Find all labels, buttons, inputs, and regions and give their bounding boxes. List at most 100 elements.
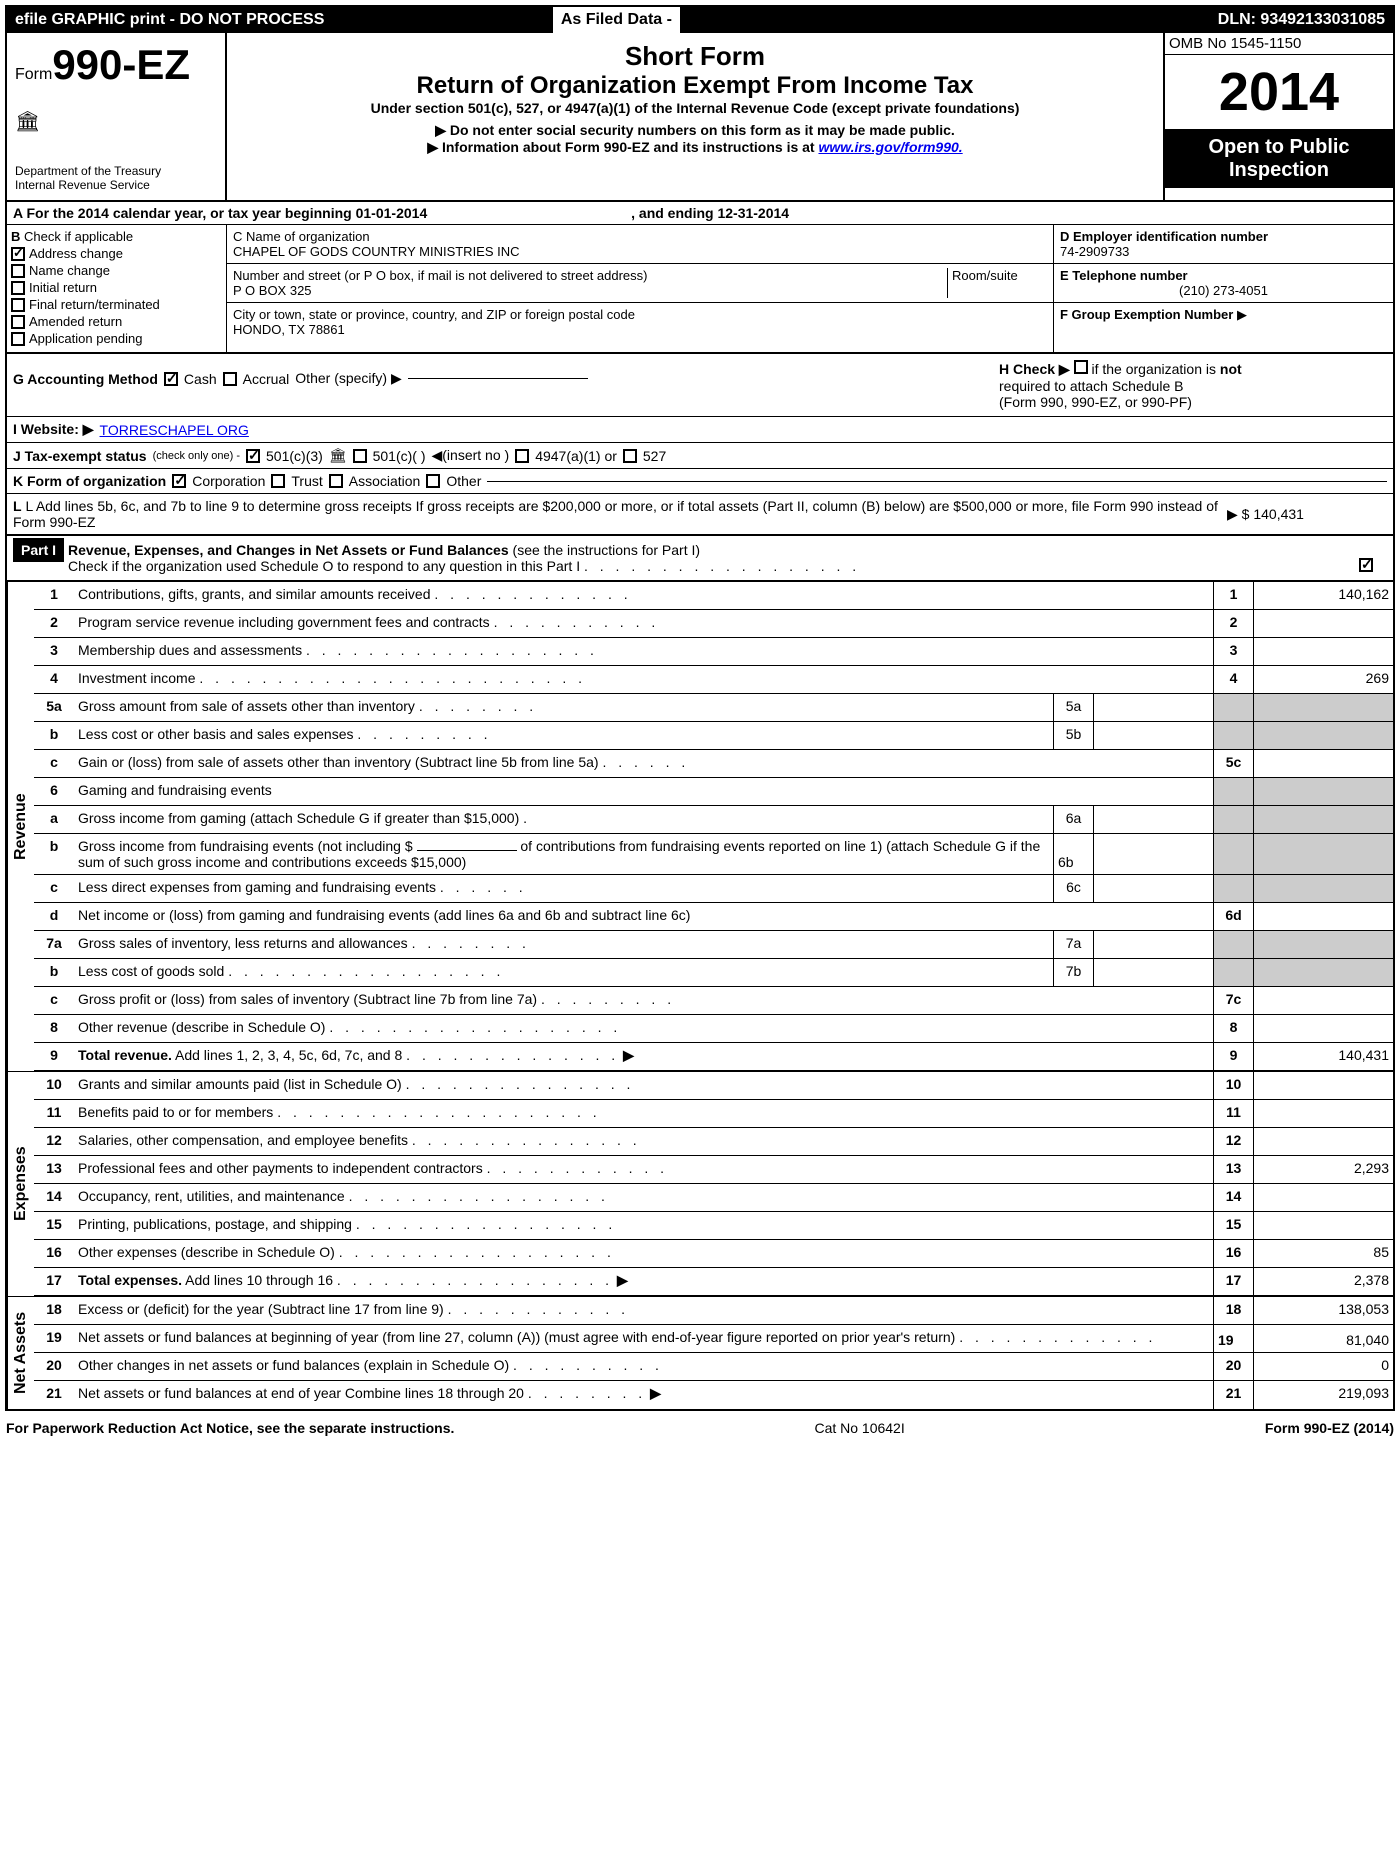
cb-initial[interactable]: Initial return (11, 280, 222, 295)
expenses-section: Expenses 10 Grants and similar amounts p… (7, 1071, 1393, 1296)
b-label: B (11, 229, 20, 244)
checkbox-icon (11, 332, 25, 346)
b-text: Check if applicable (24, 229, 133, 244)
note-pre: ▶ Information about Form 990-EZ and its … (427, 139, 818, 155)
line-17: 17 Total expenses. Add lines 10 through … (34, 1268, 1393, 1296)
line-9: 9 Total revenue. Add lines 1, 2, 3, 4, 5… (34, 1043, 1393, 1071)
form-container: efile GRAPHIC print - DO NOT PROCESS As … (5, 5, 1395, 1411)
website-link[interactable]: TORRESCHAPEL ORG (100, 422, 249, 438)
line-11: 11 Benefits paid to or for members . . .… (34, 1100, 1393, 1128)
line-l: L L Add lines 5b, 6c, and 7b to line 9 t… (7, 494, 1393, 536)
c-value: CHAPEL OF GODS COUNTRY MINISTRIES INC (233, 244, 1047, 259)
line-7a: 7a Gross sales of inventory, less return… (34, 931, 1393, 959)
line-6c: c Less direct expenses from gaming and f… (34, 875, 1393, 903)
netassets-label: Net Assets (7, 1297, 34, 1409)
netassets-section: Net Assets 18 Excess or (deficit) for th… (7, 1296, 1393, 1409)
line-a-ending: , and ending 12-31-2014 (631, 205, 789, 221)
cb-527[interactable] (623, 449, 637, 463)
e-label: E Telephone number (1060, 268, 1188, 283)
section-c: C Name of organization CHAPEL OF GODS CO… (227, 225, 1053, 352)
section-g-h: G Accounting Method Cash Accrual Other (… (7, 354, 1393, 417)
cb-other[interactable] (426, 474, 440, 488)
line-14: 14 Occupancy, rent, utilities, and maint… (34, 1184, 1393, 1212)
note-ssn: ▶ Do not enter social security numbers o… (235, 122, 1155, 139)
top-bar-left: efile GRAPHIC print - DO NOT PROCESS (7, 7, 553, 33)
cb-final[interactable]: Final return/terminated (11, 297, 222, 312)
open-line1: Open to Public (1171, 136, 1387, 159)
section-def: D Employer identification number 74-2909… (1053, 225, 1393, 352)
city-value: HONDO, TX 78861 (233, 322, 1047, 337)
line-19: 19 Net assets or fund balances at beginn… (34, 1325, 1393, 1353)
line-6d: d Net income or (loss) from gaming and f… (34, 903, 1393, 931)
cb-trust[interactable] (271, 474, 285, 488)
tax-year: 2014 (1165, 55, 1393, 130)
line-10: 10 Grants and similar amounts paid (list… (34, 1072, 1393, 1100)
cb-amended[interactable]: Amended return (11, 314, 222, 329)
return-title: Return of Organization Exempt From Incom… (235, 72, 1155, 100)
cb-name-change[interactable]: Name change (11, 263, 222, 278)
cb-sched-o[interactable] (1359, 558, 1373, 572)
dln: DLN: 93492133031085 (1210, 7, 1393, 33)
cb-address-change[interactable]: Address change (11, 246, 222, 261)
l-text: L Add lines 5b, 6c, and 7b to line 9 to … (13, 498, 1218, 530)
open-line2: Inspection (1171, 159, 1387, 182)
cb-4947[interactable] (515, 449, 529, 463)
top-bar-mid: As Filed Data - (553, 7, 680, 33)
line-15: 15 Printing, publications, postage, and … (34, 1212, 1393, 1240)
cb-501c3[interactable] (246, 449, 260, 463)
j-label: J Tax-exempt status (13, 448, 147, 464)
irs-link[interactable]: www.irs.gov/form990. (818, 139, 962, 155)
revenue-section: Revenue 1 Contributions, gifts, grants, … (7, 582, 1393, 1071)
open-public: Open to Public Inspection (1165, 130, 1393, 188)
cb-h[interactable] (1074, 360, 1088, 374)
line-3: 3 Membership dues and assessments . . . … (34, 638, 1393, 666)
cb-pending[interactable]: Application pending (11, 331, 222, 346)
phone-box: E Telephone number (210) 273-4051 (1054, 264, 1393, 303)
note-info: ▶ Information about Form 990-EZ and its … (235, 139, 1155, 156)
checkbox-icon (11, 298, 25, 312)
cb-assoc[interactable] (329, 474, 343, 488)
line-4: 4 Investment income . . . . . . . . . . … (34, 666, 1393, 694)
top-bar: efile GRAPHIC print - DO NOT PROCESS As … (7, 7, 1393, 33)
line-2: 2 Program service revenue including gove… (34, 610, 1393, 638)
g-label: G Accounting Method (13, 371, 158, 387)
group-exempt-box: F Group Exemption Number ▶ (1054, 303, 1393, 327)
cb-cash[interactable] (164, 372, 178, 386)
part1-label: Part I (13, 538, 64, 562)
line-j: J Tax-exempt status(check only one) - 50… (7, 443, 1393, 469)
irs: Internal Revenue Service (15, 178, 217, 192)
f-label: F Group Exemption Number (1060, 307, 1233, 322)
line-6a: a Gross income from gaming (attach Sched… (34, 806, 1393, 834)
ein-box: D Employer identification number 74-2909… (1054, 225, 1393, 264)
i-label: I Website: ▶ (13, 421, 94, 438)
line-12: 12 Salaries, other compensation, and emp… (34, 1128, 1393, 1156)
header-right: OMB No 1545-1150 2014 Open to Public Ins… (1163, 33, 1393, 200)
line-20: 20 Other changes in net assets or fund b… (34, 1353, 1393, 1381)
room-label: Room/suite (947, 268, 1047, 298)
line-a-text: A For the 2014 calendar year, or tax yea… (13, 205, 427, 221)
line-1: 1 Contributions, gifts, grants, and simi… (34, 582, 1393, 610)
irs-logo-icon: 🏛 (15, 109, 217, 134)
part1-check: Check if the organization used Schedule … (68, 558, 580, 574)
cb-corp[interactable] (172, 474, 186, 488)
header-left: Form990-EZ 🏛 Department of the Treasury … (7, 33, 227, 200)
info-section: B Check if applicable Address change Nam… (7, 225, 1393, 354)
subtitle: Under section 501(c), 527, or 4947(a)(1)… (235, 100, 1155, 116)
line-6: 6 Gaming and fundraising events (34, 778, 1393, 806)
footer-right: Form 990-EZ (2014) (1265, 1420, 1394, 1436)
line-k: K Form of organization Corporation Trust… (7, 469, 1393, 494)
part1-title: Revenue, Expenses, and Changes in Net As… (68, 542, 509, 558)
dept-treasury: Department of the Treasury (15, 164, 217, 178)
cb-501c[interactable] (353, 449, 367, 463)
line-13: 13 Professional fees and other payments … (34, 1156, 1393, 1184)
section-b: B Check if applicable Address change Nam… (7, 225, 227, 352)
short-form-title: Short Form (235, 41, 1155, 72)
line-g: G Accounting Method Cash Accrual Other (… (13, 362, 987, 395)
k-label: K Form of organization (13, 473, 166, 489)
line-h: H Check ▶ if the organization is not req… (993, 354, 1393, 416)
e-value: (210) 273-4051 (1060, 283, 1387, 298)
cb-accrual[interactable] (223, 372, 237, 386)
h-check: H Check ▶ (999, 361, 1070, 377)
line-a: A For the 2014 calendar year, or tax yea… (7, 202, 1393, 225)
footer-left: For Paperwork Reduction Act Notice, see … (6, 1420, 454, 1436)
